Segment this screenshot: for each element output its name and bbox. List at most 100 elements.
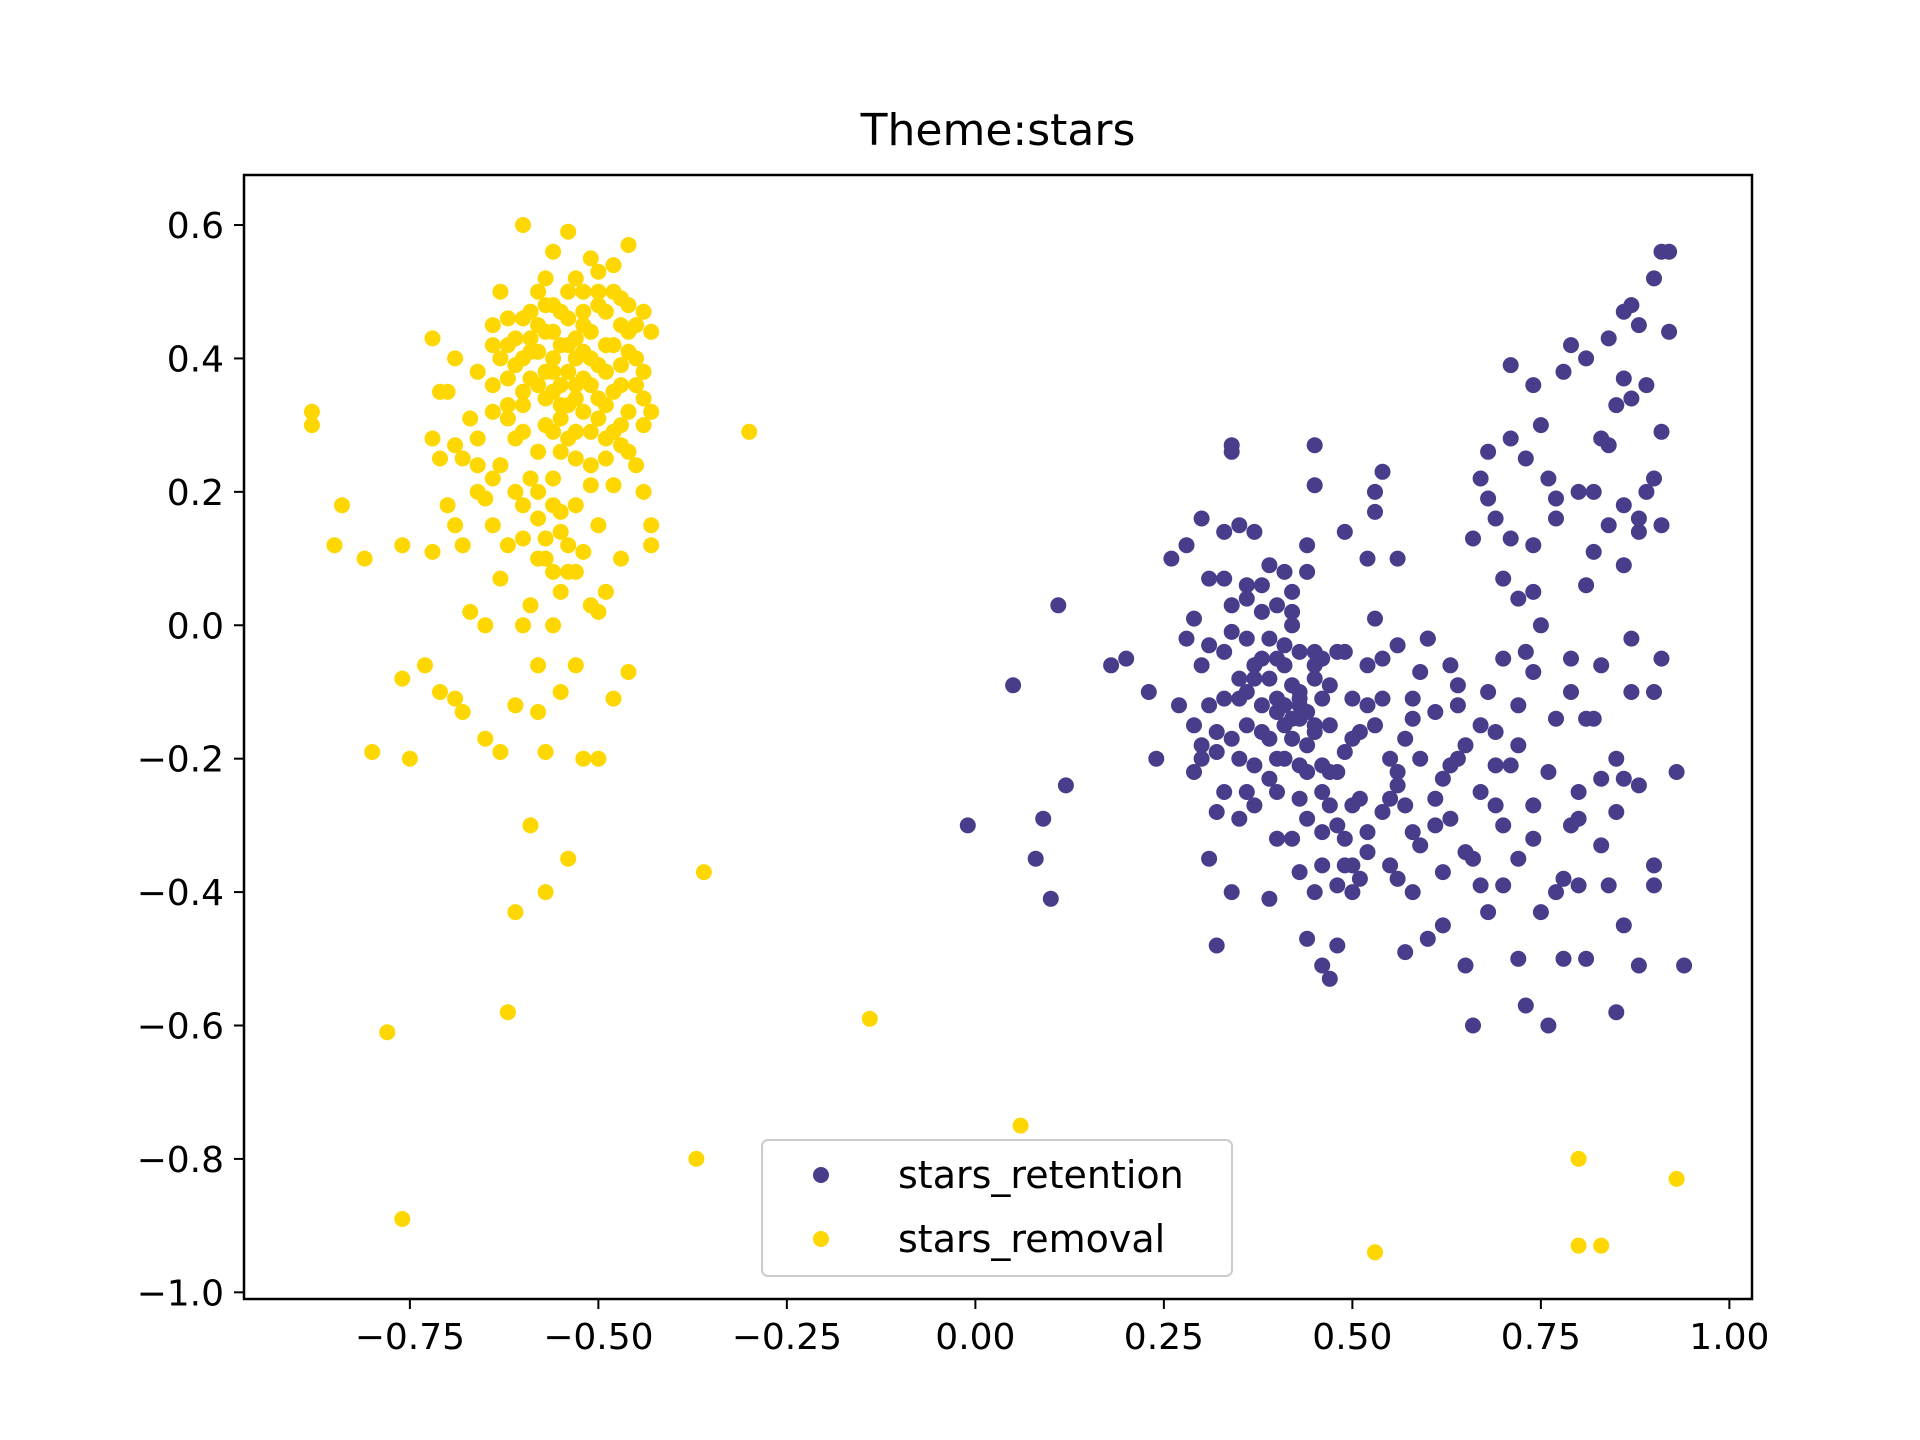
point-stars-removal bbox=[537, 363, 554, 380]
point-stars-removal bbox=[530, 657, 547, 674]
point-stars-retention bbox=[1231, 810, 1248, 827]
point-stars-retention bbox=[1646, 470, 1662, 487]
point-stars-retention bbox=[1555, 363, 1572, 380]
point-stars-retention bbox=[1510, 950, 1527, 967]
point-stars-removal bbox=[432, 450, 448, 467]
point-stars-retention bbox=[1495, 817, 1512, 834]
point-stars-retention bbox=[1427, 817, 1444, 834]
point-stars-retention bbox=[1359, 657, 1376, 674]
point-stars-retention bbox=[1525, 377, 1542, 394]
point-stars-retention bbox=[1374, 690, 1391, 707]
point-stars-retention bbox=[1344, 884, 1361, 901]
y-tick-label: −0.2 bbox=[137, 740, 224, 781]
point-stars-removal bbox=[537, 884, 554, 901]
point-stars-retention bbox=[1269, 830, 1285, 847]
point-stars-removal bbox=[499, 310, 516, 327]
point-stars-retention bbox=[1578, 577, 1595, 594]
point-stars-removal bbox=[530, 550, 547, 567]
point-stars-removal bbox=[613, 357, 629, 374]
point-stars-removal bbox=[334, 497, 350, 514]
point-stars-retention bbox=[1351, 724, 1368, 740]
point-stars-retention bbox=[1359, 824, 1376, 841]
point-stars-removal bbox=[597, 450, 614, 467]
point-stars-removal bbox=[545, 297, 562, 314]
y-tick-label: −0.4 bbox=[137, 873, 224, 914]
point-stars-retention bbox=[1397, 730, 1414, 747]
point-stars-retention bbox=[1472, 784, 1489, 800]
point-stars-removal bbox=[530, 317, 547, 334]
point-stars-removal bbox=[530, 704, 547, 720]
point-stars-retention bbox=[1646, 857, 1662, 874]
point-stars-retention bbox=[1261, 770, 1278, 787]
point-stars-retention bbox=[1216, 784, 1233, 800]
point-stars-removal bbox=[515, 397, 531, 414]
point-stars-retention bbox=[1269, 750, 1285, 767]
point-stars-removal bbox=[522, 597, 539, 614]
point-stars-retention bbox=[1321, 797, 1338, 814]
point-stars-retention bbox=[1314, 857, 1331, 874]
point-stars-removal bbox=[597, 303, 614, 320]
point-stars-removal bbox=[620, 664, 637, 680]
point-stars-retention bbox=[1525, 830, 1542, 847]
point-stars-removal bbox=[575, 303, 592, 320]
point-stars-retention bbox=[1246, 670, 1263, 687]
x-tick-label: 0.00 bbox=[935, 1317, 1015, 1358]
point-stars-retention bbox=[1525, 797, 1542, 814]
point-stars-retention bbox=[1540, 764, 1557, 780]
point-stars-retention bbox=[1502, 530, 1519, 547]
point-stars-retention bbox=[1306, 477, 1323, 494]
point-stars-retention bbox=[1540, 470, 1557, 487]
point-stars-removal bbox=[861, 1010, 878, 1027]
point-stars-removal bbox=[628, 457, 645, 474]
point-stars-retention bbox=[1367, 503, 1383, 520]
point-stars-removal bbox=[552, 684, 569, 700]
point-stars-retention bbox=[1608, 397, 1625, 414]
point-stars-retention bbox=[1284, 583, 1301, 600]
point-stars-removal bbox=[515, 217, 531, 233]
point-stars-retention bbox=[1314, 784, 1331, 800]
point-stars-removal bbox=[567, 390, 584, 407]
point-stars-removal bbox=[394, 537, 411, 554]
point-stars-removal bbox=[597, 583, 614, 600]
point-stars-retention bbox=[1374, 463, 1391, 480]
point-stars-retention bbox=[1299, 563, 1316, 580]
point-stars-retention bbox=[1404, 884, 1421, 901]
point-stars-retention bbox=[1480, 904, 1497, 921]
point-stars-removal bbox=[515, 350, 531, 367]
point-stars-retention bbox=[1525, 537, 1542, 554]
point-stars-retention bbox=[1397, 944, 1414, 961]
point-stars-retention bbox=[1548, 710, 1564, 727]
point-stars-retention bbox=[1344, 857, 1361, 874]
point-stars-removal bbox=[635, 483, 652, 500]
point-stars-retention bbox=[1661, 243, 1678, 260]
point-stars-removal bbox=[454, 537, 471, 554]
point-stars-removal bbox=[492, 570, 509, 587]
point-stars-removal bbox=[613, 550, 629, 567]
point-stars-removal bbox=[484, 403, 501, 420]
point-stars-removal bbox=[303, 403, 320, 420]
point-stars-retention bbox=[1118, 650, 1135, 667]
point-stars-retention bbox=[1578, 950, 1595, 967]
point-stars-removal bbox=[628, 317, 645, 334]
point-stars-removal bbox=[499, 1004, 516, 1021]
point-stars-retention bbox=[1246, 523, 1263, 540]
point-stars-removal bbox=[530, 510, 547, 527]
point-stars-removal bbox=[575, 403, 592, 420]
point-stars-removal bbox=[394, 670, 411, 687]
point-stars-removal bbox=[567, 657, 584, 674]
point-stars-removal bbox=[394, 1211, 411, 1227]
point-stars-retention bbox=[1570, 784, 1587, 800]
point-stars-retention bbox=[1615, 770, 1632, 787]
point-stars-retention bbox=[1253, 603, 1270, 620]
point-stars-retention bbox=[1042, 890, 1059, 907]
point-stars-retention bbox=[1201, 570, 1218, 587]
point-stars-retention bbox=[1253, 650, 1270, 667]
y-tick-label: 0.6 bbox=[167, 206, 224, 247]
point-stars-retention bbox=[1163, 550, 1180, 567]
point-stars-removal bbox=[605, 257, 622, 274]
point-stars-retention bbox=[1193, 737, 1210, 754]
point-stars-retention bbox=[1412, 750, 1429, 767]
point-stars-retention bbox=[1201, 637, 1218, 654]
point-stars-retention bbox=[1231, 517, 1248, 534]
